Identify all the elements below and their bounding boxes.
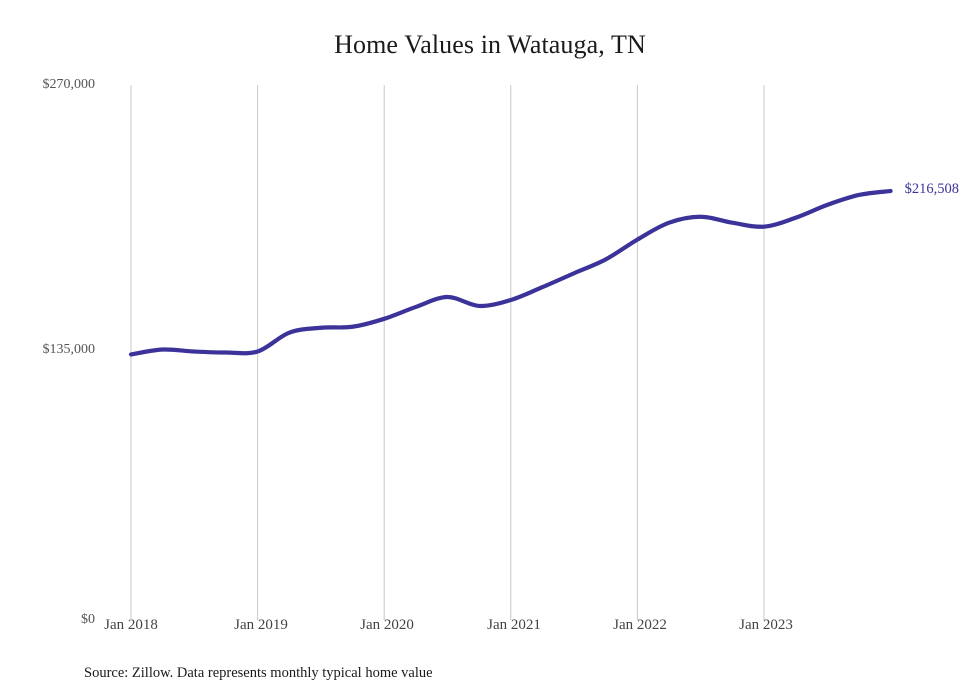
chart-title: Home Values in Watauga, TN (334, 30, 646, 59)
y-axis-tick-label-mid: $135,000 (42, 342, 96, 357)
x-axis-tick-label-jan-2018: Jan 2018 (104, 617, 158, 633)
end-value-label: $216,508 (904, 180, 959, 197)
x-axis-tick-label-jan-2023: Jan 2023 (739, 617, 793, 633)
x-axis-tick-label-jan-2021: Jan 2021 (487, 617, 541, 633)
gridlines (130, 85, 765, 620)
x-axis-tick-label-jan-2022: Jan 2022 (613, 617, 667, 633)
data-series-line (128, 188, 893, 357)
x-axis-tick-label-jan-2020: Jan 2020 (360, 617, 414, 633)
y-axis-tick-label-top: $270,000 (42, 77, 96, 92)
x-axis-tick-label-jan-2019: Jan 2019 (234, 617, 288, 633)
source-note: Source: Zillow. Data represents monthly … (84, 665, 433, 681)
y-axis-tick-label-bottom: $0 (81, 612, 95, 627)
